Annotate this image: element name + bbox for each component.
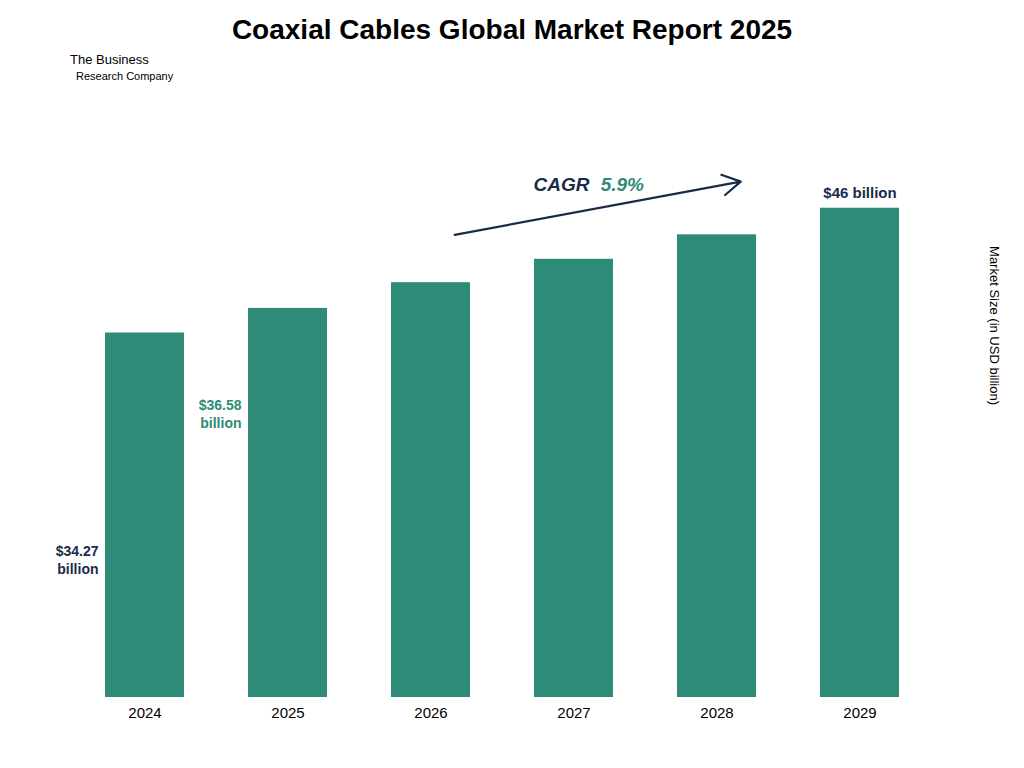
svg-text:$34.27billion: $34.27billion (56, 543, 99, 577)
svg-text:CAGR: CAGR (533, 174, 594, 195)
html-text:Coaxial Cables Global Market R: Coaxial Cables Global Market Report 2025 (231, 14, 793, 45)
svg-text:2025: 2025 (271, 704, 304, 721)
svg-text:5.9%: 5.9% (601, 174, 644, 195)
svg-text:2026: 2026 (414, 704, 447, 721)
html-text:Research Company: Research Company (76, 69, 174, 82)
svg-text:2027: 2027 (557, 704, 590, 721)
html-text:The Business: The Business (70, 52, 149, 67)
svg-text:$46 billion: $46 billion (823, 184, 896, 201)
svg-text:2024: 2024 (128, 704, 161, 721)
svg-text:2028: 2028 (700, 704, 733, 721)
svg-text:2029: 2029 (843, 704, 876, 721)
svg-text:Market Size (in USD billion): Market Size (in USD billion) (987, 246, 1002, 405)
svg-text:$36.58billion: $36.58billion (199, 397, 242, 431)
